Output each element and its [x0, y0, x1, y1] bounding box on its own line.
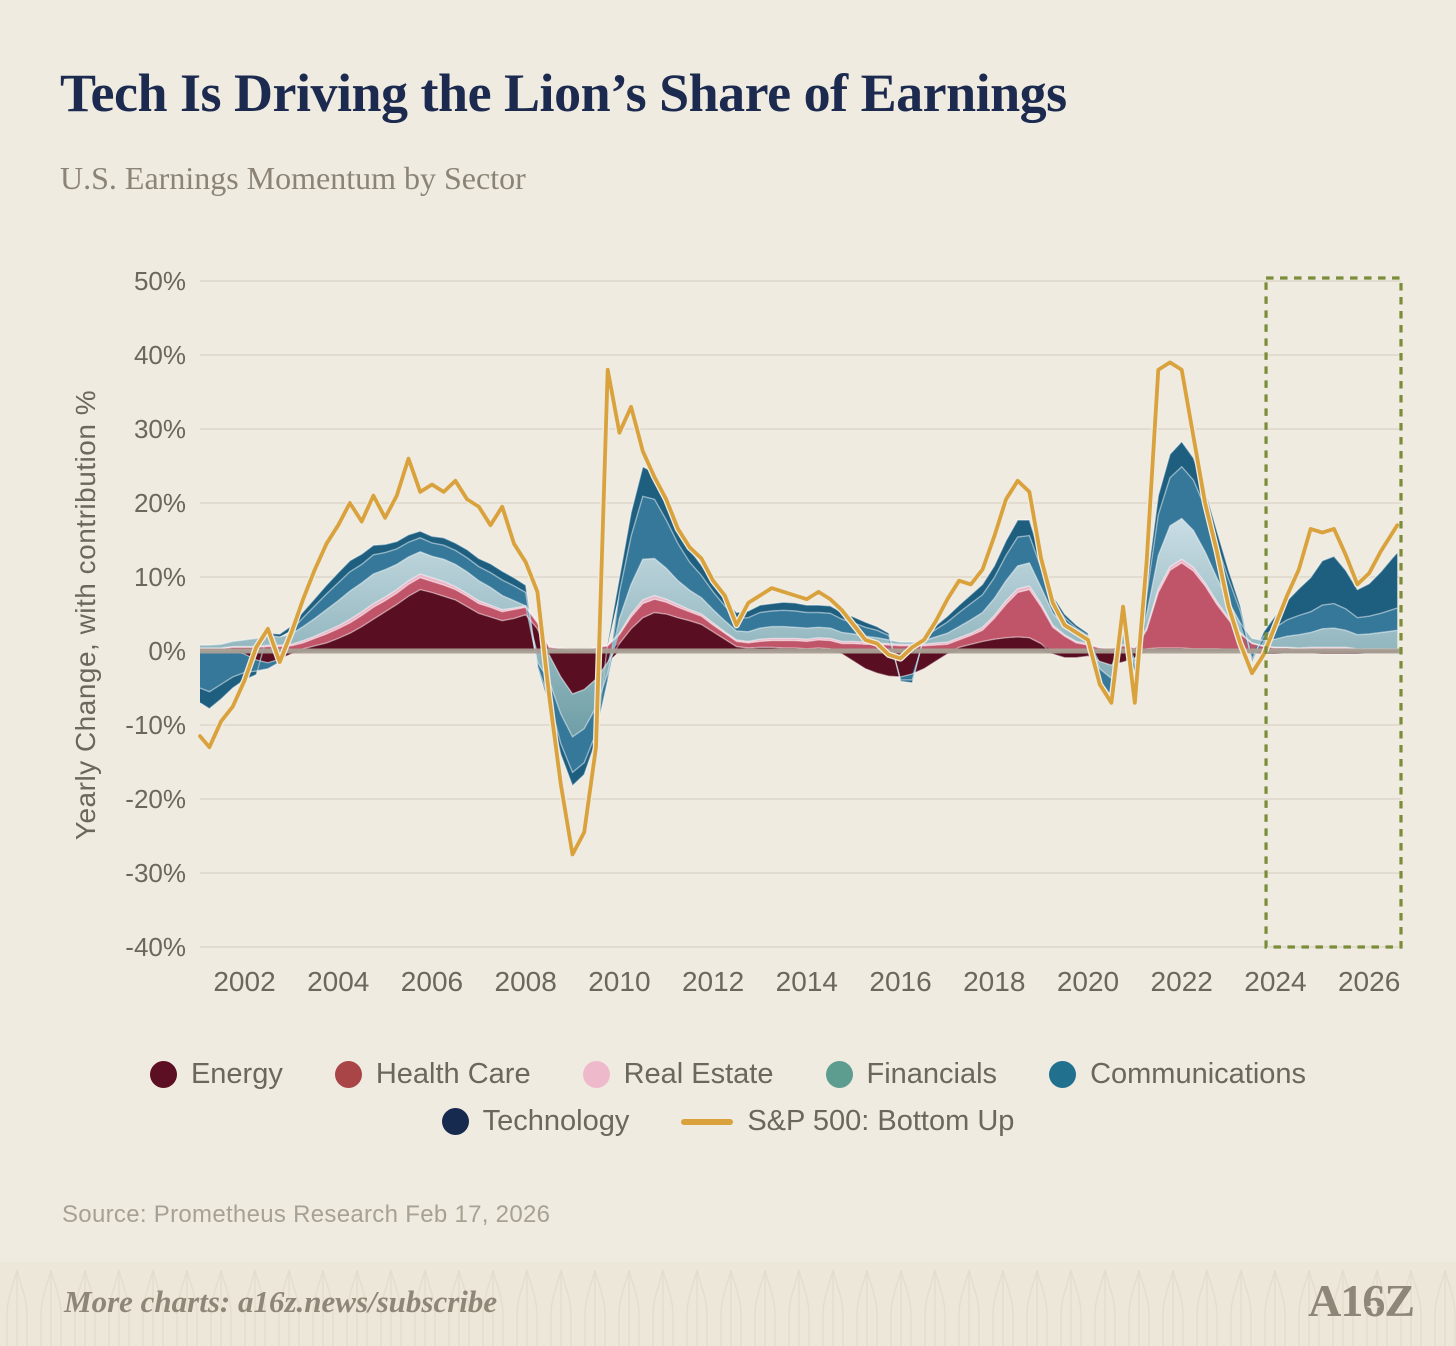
- y-tick-label: 10%: [134, 562, 186, 592]
- legend-item-s-p-500-bottom-up: S&P 500: Bottom Up: [681, 1105, 1014, 1138]
- area-communications: [200, 466, 1398, 773]
- x-tick-label: 2026: [1338, 966, 1400, 997]
- x-tick-label: 2018: [963, 966, 1025, 997]
- legend-item-technology: Technology: [441, 1105, 630, 1138]
- chart-legend: Energy Health Care Real Estate Financials Co…: [0, 1058, 1456, 1138]
- a16z-logo: A16Z ✦: [1308, 1274, 1415, 1327]
- area-edge: [200, 562, 1398, 651]
- legend-label: S&P 500: Bottom Up: [747, 1105, 1015, 1137]
- x-tick-label: 2012: [682, 966, 744, 997]
- x-tick-label: 2006: [401, 966, 463, 997]
- legend-item-real-estate: Real Estate: [582, 1058, 774, 1091]
- legend-dot-swatch: [825, 1061, 853, 1088]
- legend-label: Technology: [482, 1105, 630, 1137]
- legend-item-energy: Energy: [149, 1058, 283, 1091]
- forecast-region-box: [1264, 276, 1403, 949]
- y-tick-label: 30%: [134, 414, 186, 444]
- legend-label: Financials: [866, 1058, 998, 1090]
- x-tick-label: 2016: [869, 966, 931, 997]
- legend-row: Energy Health Care Real Estate Financials Co…: [149, 1058, 1306, 1091]
- y-tick-label: -10%: [125, 710, 186, 740]
- legend-dot-swatch: [582, 1061, 610, 1088]
- x-tick-label: 2004: [307, 966, 369, 997]
- x-tick-label: 2022: [1151, 966, 1213, 997]
- footer-decorative-pattern: [0, 1262, 1456, 1346]
- legend-dot-swatch: [441, 1108, 469, 1135]
- legend-line-swatch: [681, 1118, 734, 1125]
- legend-item-health-care: Health Care: [334, 1058, 531, 1091]
- legend-label: Communications: [1090, 1058, 1307, 1090]
- x-tick-label: 2008: [495, 966, 557, 997]
- sp500-line: [198, 360, 1400, 857]
- area-energy: [200, 589, 1398, 694]
- earnings-momentum-chart: 50% 40% 30% 20% 10% 0% -10% -20% -30% -40% 2002 200…: [125, 266, 1403, 997]
- legend-item-communications: Communications: [1049, 1058, 1306, 1091]
- page-title: Tech Is Driving the Lion’s Share of Earn…: [60, 63, 1067, 123]
- legend-row: Technology S&P 500: Bottom Up: [441, 1105, 1014, 1138]
- a16z-logo-text: A16Z: [1308, 1275, 1415, 1326]
- y-tick-label: 20%: [134, 488, 186, 518]
- x-tick-label: 2002: [213, 966, 275, 997]
- area-edge: [200, 558, 1398, 651]
- source-note: Source: Prometheus Research Feb 17, 2026: [62, 1201, 551, 1228]
- legend-label: Health Care: [375, 1058, 531, 1090]
- x-tick-label: 2020: [1057, 966, 1119, 997]
- area-edge: [200, 517, 1398, 738]
- x-tick-label: 2010: [588, 966, 650, 997]
- x-tick-label: 2024: [1244, 966, 1306, 997]
- legend-label: Energy: [190, 1058, 283, 1090]
- subscribe-link[interactable]: More charts: a16z.news/subscribe: [64, 1284, 498, 1319]
- legend-dot-swatch: [149, 1061, 177, 1088]
- area-financials: [200, 518, 1398, 737]
- legend-dot-swatch: [334, 1061, 362, 1088]
- y-tick-label: 40%: [134, 340, 186, 370]
- legend-item-financials: Financials: [825, 1058, 998, 1091]
- area-health-care: [200, 562, 1398, 651]
- legend-dot-swatch: [1049, 1061, 1077, 1088]
- y-axis-title: Yearly Change, with contribution %: [70, 389, 101, 841]
- y-tick-label: 50%: [134, 266, 186, 296]
- footer: More charts: a16z.news/subscribe A16Z ✦: [0, 1262, 1456, 1346]
- y-tick-label: -20%: [125, 784, 186, 814]
- y-tick-label: -30%: [125, 858, 186, 888]
- x-tick-label: 2014: [776, 966, 838, 997]
- legend-label: Real Estate: [623, 1058, 774, 1090]
- y-tick-label: -40%: [125, 932, 186, 962]
- page-subtitle: U.S. Earnings Momentum by Sector: [60, 160, 526, 196]
- a16z-logo-star-icon: ✦: [1366, 1298, 1380, 1317]
- y-tick-label: 0%: [148, 636, 186, 666]
